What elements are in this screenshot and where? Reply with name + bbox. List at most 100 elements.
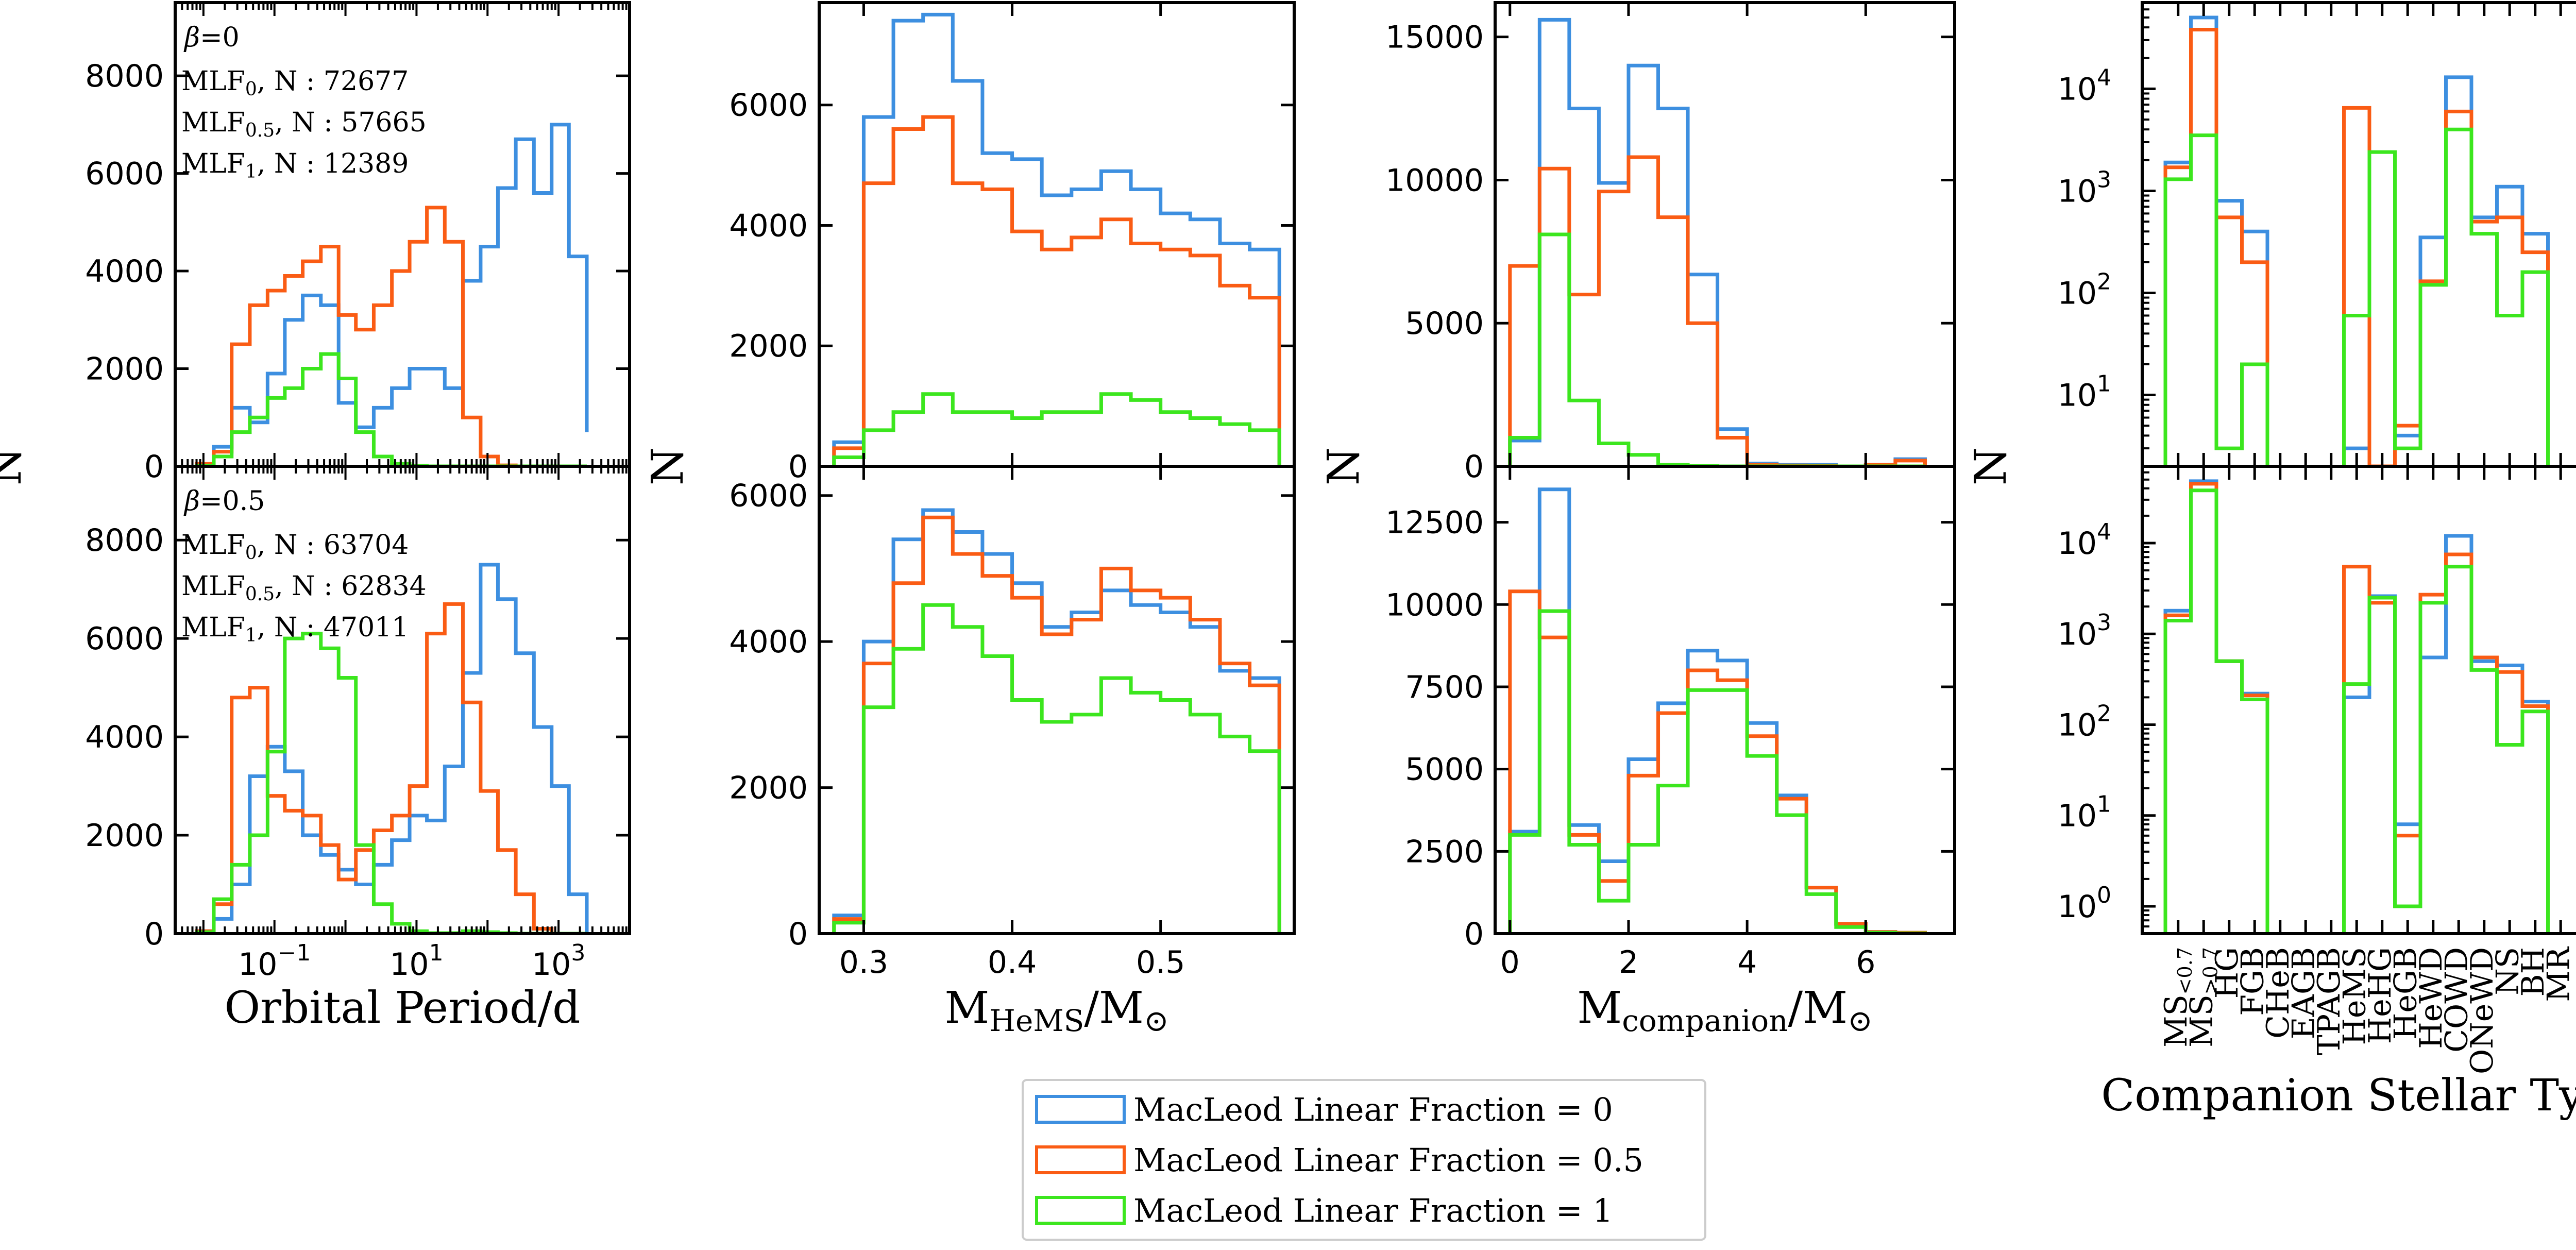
y-axis-label: N bbox=[1318, 447, 1369, 485]
x-category-label: ONeWD bbox=[2464, 947, 2500, 1074]
y-tick-label: 0 bbox=[788, 449, 808, 485]
y-tick-label: 6000 bbox=[85, 156, 164, 192]
y-tick-label: 5000 bbox=[1405, 306, 1484, 342]
series-mlf1-line bbox=[2163, 127, 2550, 466]
y-tick-label: 4000 bbox=[729, 208, 808, 244]
legend-label-mlf1: MacLeod Linear Fraction = 1 bbox=[1133, 1192, 1613, 1229]
y-tick-label: 104 bbox=[2058, 64, 2111, 107]
y-tick-label: 2000 bbox=[85, 818, 164, 854]
y-tick-label: 4000 bbox=[729, 624, 808, 660]
y-tick-label: 101 bbox=[2058, 791, 2111, 834]
axes-frame bbox=[1494, 465, 1956, 935]
panel-period_b0: 0 2000 4000 6000 8000 Nβ=0 MLF0, N : 72677 MLF0… bbox=[0, 1, 631, 485]
x-category-label: HeMS bbox=[2336, 947, 2372, 1045]
beta-label: β=0.5 bbox=[183, 486, 265, 517]
x-category-label: CHeB bbox=[2260, 947, 2296, 1039]
x-tick-label: 101 bbox=[389, 940, 443, 983]
x-category-label: BH bbox=[2515, 947, 2551, 996]
y-tick-label: 2000 bbox=[85, 351, 164, 387]
series-mlf05-line bbox=[832, 515, 1281, 934]
x-category-label: FGB bbox=[2234, 947, 2270, 1016]
y-tick-label: 104 bbox=[2058, 519, 2111, 562]
x-tick-label: 10−1 bbox=[238, 940, 311, 983]
legend-item-mlf05: MacLeod Linear Fraction = 0.5 bbox=[1035, 1141, 1643, 1179]
series-mlf0-line bbox=[2163, 479, 2550, 934]
series-mlf05-line bbox=[2163, 482, 2550, 934]
mlf-count-label: MLF0, N : 63704 bbox=[181, 530, 409, 564]
legend-swatch-mlf05 bbox=[1035, 1145, 1126, 1174]
legend-box bbox=[1022, 1079, 1706, 1241]
y-tick-label: 2500 bbox=[1405, 834, 1484, 870]
legend-swatch-mlf1 bbox=[1035, 1196, 1126, 1225]
y-axis-label: N bbox=[642, 447, 693, 485]
x-category-label: TPAGB bbox=[2311, 947, 2347, 1055]
panel-type_b0: 101 102 103 104 N bbox=[1965, 1, 2576, 485]
series-mlf0-line bbox=[832, 12, 1281, 466]
axes-frame bbox=[818, 1, 1296, 468]
y-tick-label: 10000 bbox=[1385, 162, 1484, 198]
y-tick-label: 0 bbox=[144, 449, 164, 485]
legend-item-mlf1: MacLeod Linear Fraction = 1 bbox=[1035, 1192, 1613, 1229]
axes-frame bbox=[174, 465, 631, 935]
series-mlf1-line bbox=[2163, 488, 2550, 934]
beta-label: β=0 bbox=[183, 22, 240, 53]
x-tick-label: 4 bbox=[1737, 944, 1757, 981]
legend: MacLeod Linear Fraction = 0 MacLeod Line… bbox=[1022, 1079, 1706, 1241]
series-mlf0-line bbox=[194, 563, 589, 934]
series-mlf1-line bbox=[832, 603, 1281, 934]
y-tick-label: 101 bbox=[2058, 371, 2111, 414]
series-mlf0-line bbox=[194, 123, 589, 466]
series-mlf1-line bbox=[194, 632, 587, 934]
x-tick-label: 0.3 bbox=[839, 944, 888, 981]
panel-type_b05: 100 101 102 103 104 MS<0.7MS>0.7HGFGBCHeBEAGB… bbox=[2058, 465, 2576, 1121]
series-mlf0-line bbox=[832, 508, 1281, 934]
y-tick-label: 6000 bbox=[729, 88, 808, 124]
x-category-label: EAGB bbox=[2285, 947, 2321, 1039]
series-mlf0-line bbox=[1508, 487, 1927, 934]
panel-comp_b0: 0 5000 10000 15000 N bbox=[1318, 1, 1956, 485]
y-tick-label: 103 bbox=[2058, 610, 2111, 652]
y-tick-label: 102 bbox=[2058, 700, 2111, 743]
y-tick-label: 100 bbox=[2058, 882, 2111, 925]
x-category-label: MR bbox=[2540, 946, 2576, 1002]
x-tick-label: 0 bbox=[1500, 944, 1520, 981]
x-category-label: HeHG bbox=[2362, 947, 2398, 1044]
x-category-label: COWD bbox=[2438, 947, 2475, 1053]
legend-swatch-mlf0 bbox=[1035, 1095, 1126, 1124]
series-mlf1-line bbox=[194, 352, 587, 466]
axes-frame bbox=[2141, 465, 2576, 935]
series-mlf1-line bbox=[832, 392, 1281, 466]
mlf-count-label: MLF0.5, N : 62834 bbox=[181, 571, 427, 605]
mlf-count-label: MLF1, N : 47011 bbox=[181, 612, 409, 646]
x-category-label: MS<0.7 bbox=[2158, 947, 2196, 1048]
series-mlf05-line bbox=[832, 115, 1281, 466]
y-axis-label: N bbox=[1965, 447, 2016, 485]
panel-mass_b0: 0 2000 4000 6000 N bbox=[642, 1, 1296, 485]
x-tick-label: 2 bbox=[1619, 944, 1638, 981]
y-tick-label: 0 bbox=[1464, 916, 1484, 952]
y-tick-label: 0 bbox=[144, 916, 164, 952]
y-tick-label: 15000 bbox=[1385, 20, 1484, 56]
mlf-count-label: MLF1, N : 12389 bbox=[181, 148, 409, 182]
y-tick-label: 4000 bbox=[85, 254, 164, 290]
y-tick-label: 2000 bbox=[729, 770, 808, 806]
x-tick-label: 0.4 bbox=[988, 944, 1037, 981]
legend-label-mlf0: MacLeod Linear Fraction = 0 bbox=[1133, 1091, 1613, 1128]
y-tick-label: 6000 bbox=[85, 621, 164, 657]
y-tick-label: 4000 bbox=[85, 719, 164, 755]
x-axis-label: Companion Stellar Type bbox=[2101, 1070, 2576, 1121]
y-tick-label: 8000 bbox=[85, 58, 164, 94]
x-category-label: NS bbox=[2489, 947, 2526, 995]
y-tick-label: 5000 bbox=[1405, 752, 1484, 788]
y-tick-label: 102 bbox=[2058, 269, 2111, 312]
axes-frame bbox=[2141, 1, 2576, 468]
x-axis-label: Mcompanion/M⊙ bbox=[1577, 983, 1873, 1038]
y-tick-label: 2000 bbox=[729, 328, 808, 364]
x-tick-label: 103 bbox=[532, 940, 585, 983]
x-category-label: HeGB bbox=[2387, 947, 2424, 1040]
series-mlf05-line bbox=[1508, 589, 1927, 934]
y-tick-label: 7500 bbox=[1405, 669, 1484, 705]
